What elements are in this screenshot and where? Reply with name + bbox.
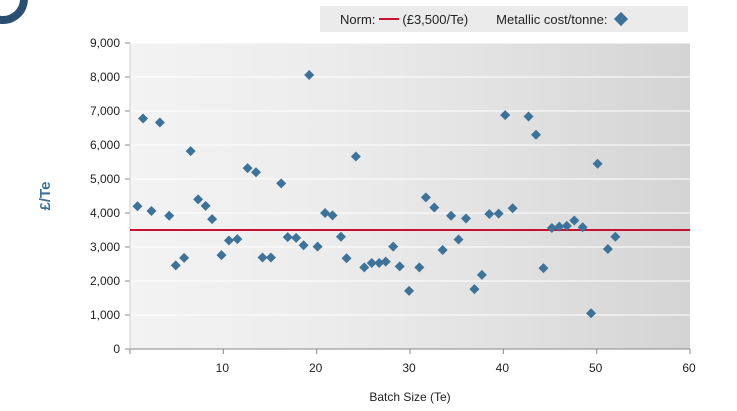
data-point-diamond — [298, 240, 309, 251]
x-tick-label: 60 — [682, 361, 696, 375]
data-point-diamond — [341, 253, 352, 264]
data-point-diamond — [359, 262, 370, 273]
data-point-diamond — [265, 252, 276, 263]
y-tick-label: 7,000 — [90, 104, 120, 118]
x-axis-label: Batch Size (Te) — [369, 390, 450, 404]
y-tick-label: 9,000 — [90, 36, 120, 50]
x-tick-label: 40 — [496, 361, 510, 375]
y-tick-label: 4,000 — [90, 206, 120, 220]
data-point-diamond — [216, 250, 227, 261]
data-point-diamond — [531, 129, 541, 140]
data-point-diamond — [569, 215, 580, 226]
data-point-diamond — [394, 261, 405, 272]
data-point-diamond — [577, 222, 588, 233]
data-point-diamond — [404, 285, 415, 296]
data-point-diamond — [476, 269, 487, 280]
data-point-diamond — [304, 69, 315, 80]
data-point-diamond — [469, 284, 480, 295]
data-point-diamond — [374, 257, 385, 268]
legend-norm-label: Norm: — [340, 11, 376, 27]
data-point-diamond — [446, 210, 457, 221]
data-point-diamond — [193, 194, 204, 205]
data-point-diamond — [291, 232, 302, 243]
data-point-diamond — [429, 202, 440, 213]
y-tick-label: 5,000 — [90, 172, 120, 186]
data-point-diamond — [242, 163, 253, 174]
plot-area — [130, 43, 690, 349]
y-tick-label: 2,000 — [90, 274, 120, 288]
x-tick-label: 50 — [589, 361, 603, 375]
data-point-diamond — [132, 201, 143, 212]
data-point-diamond — [366, 257, 377, 268]
data-point-diamond — [523, 111, 534, 122]
data-point-diamond — [500, 110, 511, 121]
data-point-diamond — [592, 158, 603, 169]
data-point-diamond — [561, 220, 572, 231]
data-point-diamond — [546, 222, 557, 233]
logo-badge-icon — [0, 0, 28, 24]
data-point-diamond — [312, 241, 323, 252]
data-point-diamond — [185, 146, 196, 157]
x-tick-label: 30 — [402, 361, 416, 375]
legend-item-norm: Norm: (£3,500/Te) — [340, 12, 468, 27]
data-point-diamond — [138, 113, 149, 124]
legend-item-metallic: Metallic cost/tonne: — [496, 11, 629, 27]
y-tick-label: 0 — [113, 342, 120, 356]
data-point-diamond — [586, 308, 597, 319]
legend-metallic-label: Metallic cost/tonne: — [496, 11, 608, 27]
data-point-diamond — [602, 244, 613, 255]
data-point-diamond — [232, 234, 243, 245]
data-point-diamond — [380, 256, 391, 267]
data-point-diamond — [257, 252, 268, 263]
data-point-diamond — [610, 231, 621, 242]
data-point-diamond — [276, 178, 287, 189]
data-point-diamond — [170, 260, 181, 271]
y-tick-label: 3,000 — [90, 240, 120, 254]
data-point-diamond — [388, 241, 399, 252]
norm-line-swatch-icon — [379, 18, 400, 20]
data-point-diamond — [251, 167, 261, 178]
data-point-diamond — [282, 232, 293, 243]
data-point-diamond — [179, 252, 190, 263]
y-tick-label: 1,000 — [90, 308, 120, 322]
data-point-diamond — [335, 231, 346, 242]
data-point-diamond — [146, 205, 157, 216]
legend: Norm: (£3,500/Te) Metallic cost/tonne: — [320, 6, 688, 32]
y-tick-label: 6,000 — [90, 138, 120, 152]
data-point-diamond — [207, 214, 218, 225]
legend-norm-value: (£3,500/Te) — [402, 11, 469, 27]
data-point-diamond — [420, 192, 431, 203]
data-point-diamond — [493, 208, 504, 219]
data-point-diamond — [484, 209, 495, 220]
data-point-diamond — [327, 210, 338, 221]
data-point-diamond — [320, 208, 331, 218]
data-point-diamond — [453, 234, 464, 245]
data-point-diamond — [200, 200, 211, 211]
data-point-diamond — [538, 263, 549, 274]
data-point-diamond — [507, 203, 518, 214]
y-tick-label: 8,000 — [90, 70, 120, 84]
data-point-diamond — [164, 210, 175, 221]
data-point-diamond — [154, 117, 165, 128]
y-axis-label: £/Te — [37, 182, 54, 211]
data-point-diamond — [414, 262, 425, 273]
data-point-diamond — [554, 221, 565, 232]
x-tick-label: 20 — [309, 361, 323, 375]
data-point-diamond — [223, 235, 234, 246]
x-tick-label: 10 — [216, 361, 230, 375]
data-point-diamond — [461, 213, 471, 224]
data-point-diamond — [437, 245, 448, 256]
data-point-diamond — [350, 151, 361, 162]
